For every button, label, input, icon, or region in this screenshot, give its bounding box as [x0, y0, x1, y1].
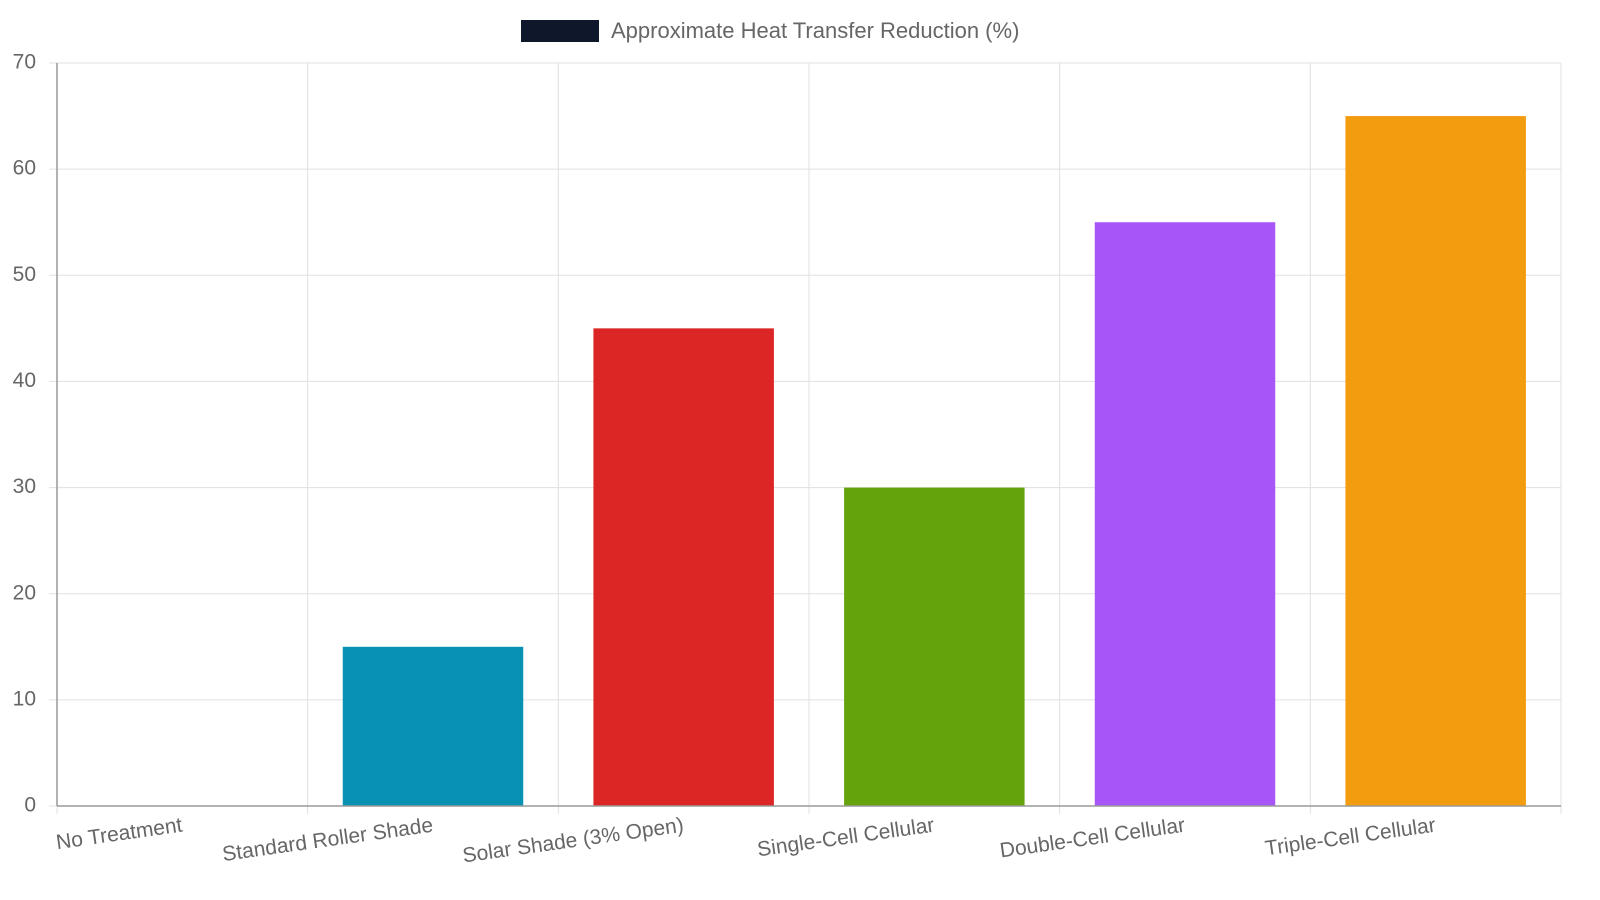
x-tick-label: Double-Cell Cellular: [998, 814, 1186, 863]
bar: [1345, 116, 1526, 807]
y-tick-label: 10: [13, 687, 36, 710]
y-tick-label: 30: [13, 475, 36, 498]
x-tick-label: Standard Roller Shade: [221, 814, 435, 866]
x-tick-label: Triple-Cell Cellular: [1264, 814, 1437, 861]
bar: [1094, 222, 1276, 806]
legend-swatch: [521, 20, 599, 42]
y-tick-label: 0: [24, 794, 36, 817]
x-tick-label: Solar Shade (3% Open): [461, 814, 685, 868]
y-tick-label: 40: [13, 369, 36, 392]
bar: [342, 646, 524, 806]
y-tick-label: 60: [13, 157, 36, 180]
x-tick-label: Single-Cell Cellular: [756, 814, 936, 862]
x-tick-label: No Treatment: [55, 814, 184, 855]
bar: [593, 328, 774, 806]
legend-label: Approximate Heat Transfer Reduction (%): [611, 18, 1019, 43]
bar: [844, 487, 1025, 806]
y-tick-label: 20: [13, 581, 36, 604]
y-tick-label: 70: [13, 51, 36, 74]
y-tick-label: 50: [13, 263, 36, 286]
